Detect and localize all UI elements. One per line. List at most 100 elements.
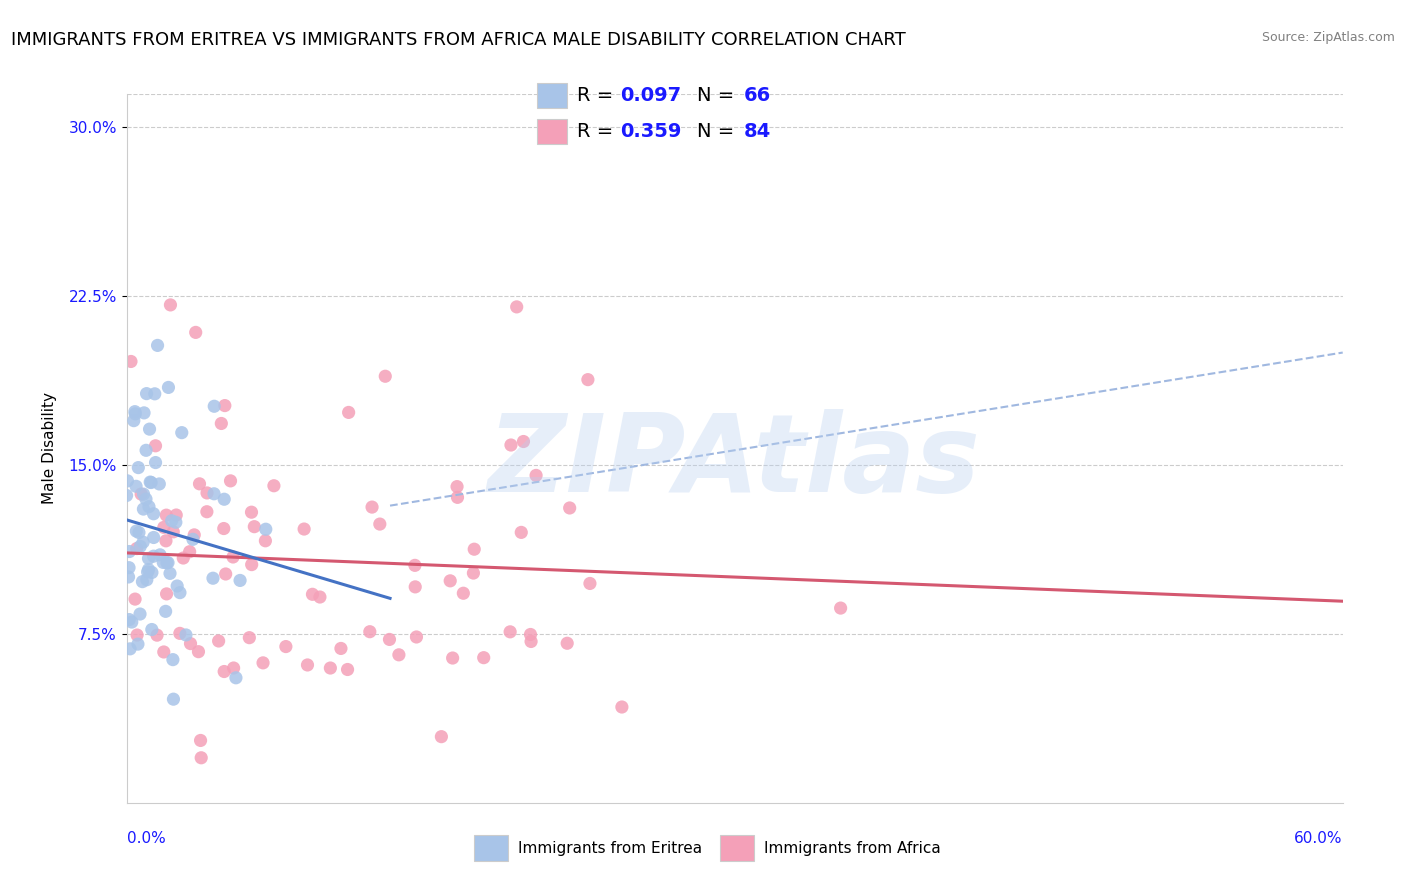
Point (404, 580, 426, 594)
Point (254, 522, 277, 536)
Point (254, 533, 277, 548)
Point (129, 607, 152, 621)
Point (512, 434, 534, 449)
Point (830, 601, 852, 615)
Point (124, 592, 146, 607)
Point (148, 477, 170, 491)
Point (153, 520, 176, 534)
Bar (537, 119, 568, 144)
Y-axis label: Male Disability: Male Disability (42, 392, 58, 504)
Point (174, 628, 197, 642)
Point (169, 626, 191, 640)
Point (252, 656, 274, 670)
Point (212, 522, 235, 536)
Point (505, 300, 527, 314)
Point (127, 628, 149, 642)
Point (139, 475, 162, 489)
Point (115, 488, 138, 502)
Point (446, 491, 468, 505)
Point (165, 508, 187, 522)
Point (165, 516, 187, 530)
Point (143, 386, 166, 401)
Point (166, 579, 188, 593)
Point (145, 439, 167, 453)
Point (184, 326, 207, 340)
Point (142, 531, 165, 545)
Text: 84: 84 (744, 121, 770, 141)
Point (378, 632, 401, 647)
Point (117, 570, 139, 584)
Point (162, 692, 184, 706)
Point (155, 604, 177, 618)
Point (181, 533, 204, 547)
Point (141, 566, 163, 580)
Point (124, 407, 146, 421)
Point (152, 645, 174, 659)
Point (132, 535, 155, 549)
Point (187, 645, 209, 659)
Point (160, 514, 183, 528)
Text: 0.097: 0.097 (620, 87, 681, 105)
Text: Immigrants from Eritrea: Immigrants from Eritrea (517, 841, 702, 855)
Point (149, 548, 172, 562)
Point (520, 634, 543, 648)
Point (374, 369, 396, 384)
Point (558, 500, 581, 515)
Point (202, 399, 225, 413)
Point (499, 624, 522, 639)
Point (118, 544, 141, 558)
Point (190, 733, 212, 747)
Point (128, 525, 150, 540)
Point (292, 522, 315, 536)
Point (243, 519, 266, 533)
Point (120, 354, 142, 368)
Point (472, 650, 495, 665)
Point (610, 700, 633, 714)
Point (368, 517, 391, 532)
Point (155, 533, 177, 548)
Point (157, 556, 180, 570)
Point (201, 571, 224, 585)
Bar (720, 835, 754, 862)
Point (430, 730, 453, 744)
Point (576, 373, 599, 387)
Text: N =: N = (697, 87, 734, 105)
Text: 66: 66 (744, 87, 770, 105)
Point (222, 549, 245, 564)
Point (124, 405, 146, 419)
Point (138, 422, 160, 436)
Point (129, 487, 152, 501)
Point (240, 505, 263, 519)
Point (122, 414, 145, 428)
Point (129, 540, 152, 554)
Point (405, 630, 427, 644)
Point (162, 653, 184, 667)
Point (225, 671, 247, 685)
Point (215, 566, 238, 581)
Point (212, 665, 235, 679)
Point (120, 641, 142, 656)
Point (263, 479, 285, 493)
Bar (474, 835, 509, 862)
Text: R =: R = (576, 87, 613, 105)
Point (136, 565, 159, 579)
Point (146, 628, 169, 642)
Text: IMMIGRANTS FROM ERITREA VS IMMIGRANTS FROM AFRICA MALE DISABILITY CORRELATION CH: IMMIGRANTS FROM ERITREA VS IMMIGRANTS FR… (11, 31, 905, 49)
Point (121, 615, 143, 629)
Point (238, 631, 260, 645)
Point (404, 558, 426, 573)
Point (132, 502, 155, 516)
Point (297, 657, 319, 672)
Point (142, 507, 165, 521)
Point (446, 480, 468, 494)
Point (118, 560, 141, 574)
Bar (537, 84, 568, 109)
Point (309, 590, 332, 604)
Text: ZIPAtlas: ZIPAtlas (488, 409, 981, 516)
Point (463, 566, 485, 580)
Point (555, 636, 578, 650)
Point (117, 474, 139, 488)
Point (214, 399, 236, 413)
Point (202, 487, 225, 501)
Point (156, 556, 179, 570)
